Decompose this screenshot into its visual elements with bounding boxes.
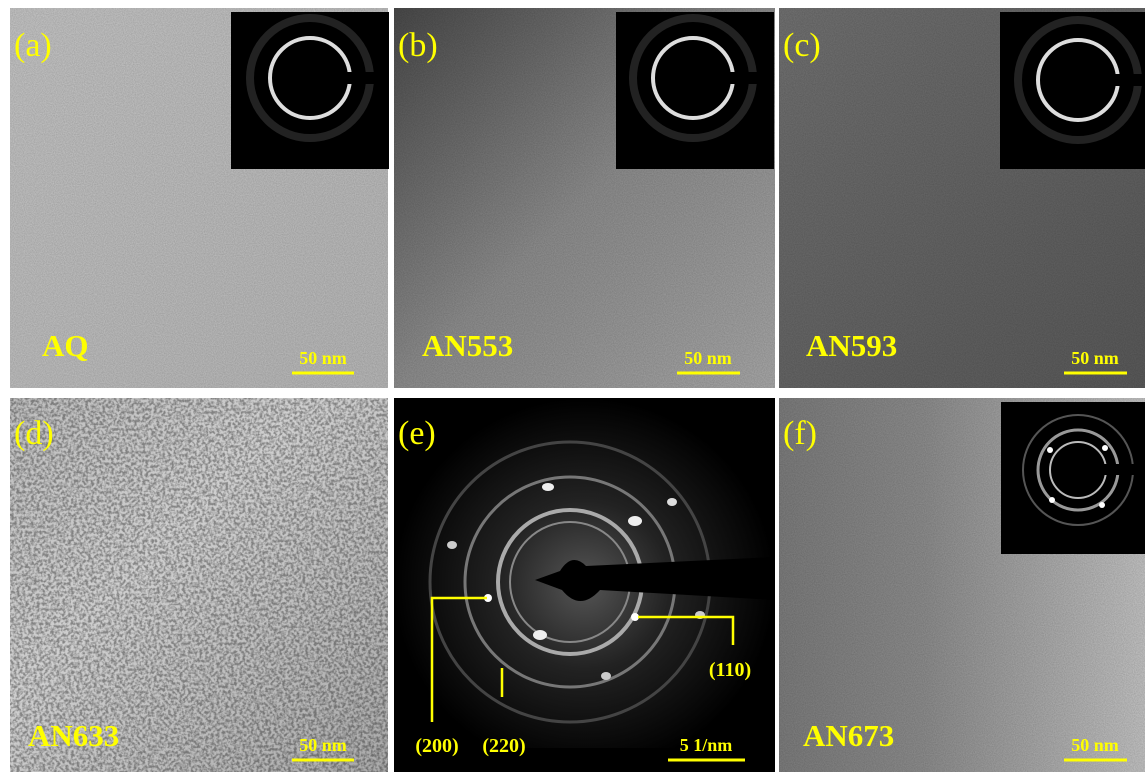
miller-index: (200) [415, 735, 458, 757]
miller-index: (220) [482, 735, 525, 757]
panel-label: (c) [783, 27, 821, 64]
panel-label: (f) [783, 415, 817, 452]
inset-a [231, 12, 389, 169]
inset-b [616, 12, 774, 169]
sample-name: AN633 [28, 718, 119, 753]
scale-label: 50 nm [684, 348, 732, 368]
texture-dots [10, 398, 388, 772]
panel-label: (e) [398, 415, 436, 452]
scale-label: 50 nm [1071, 735, 1119, 755]
figure: (a) (b) (c) (d) (e) (f) AQ AN553 AN593 A… [0, 0, 1145, 772]
scale-label: 50 nm [1071, 348, 1119, 368]
scale-label: 50 nm [299, 348, 347, 368]
inset-f [1001, 402, 1145, 554]
panel-label: (d) [14, 415, 54, 452]
panel-label: (b) [398, 27, 438, 64]
panel-label: (a) [14, 27, 52, 64]
miller-index: (110) [709, 659, 751, 681]
scale-label: 50 nm [299, 735, 347, 755]
scale-label: 5 1/nm [680, 735, 733, 755]
sample-name: AN673 [803, 718, 894, 753]
inset-c [1000, 12, 1145, 169]
sample-name: AN553 [422, 328, 513, 363]
sample-name: AQ [42, 328, 89, 363]
sample-name: AN593 [806, 328, 897, 363]
